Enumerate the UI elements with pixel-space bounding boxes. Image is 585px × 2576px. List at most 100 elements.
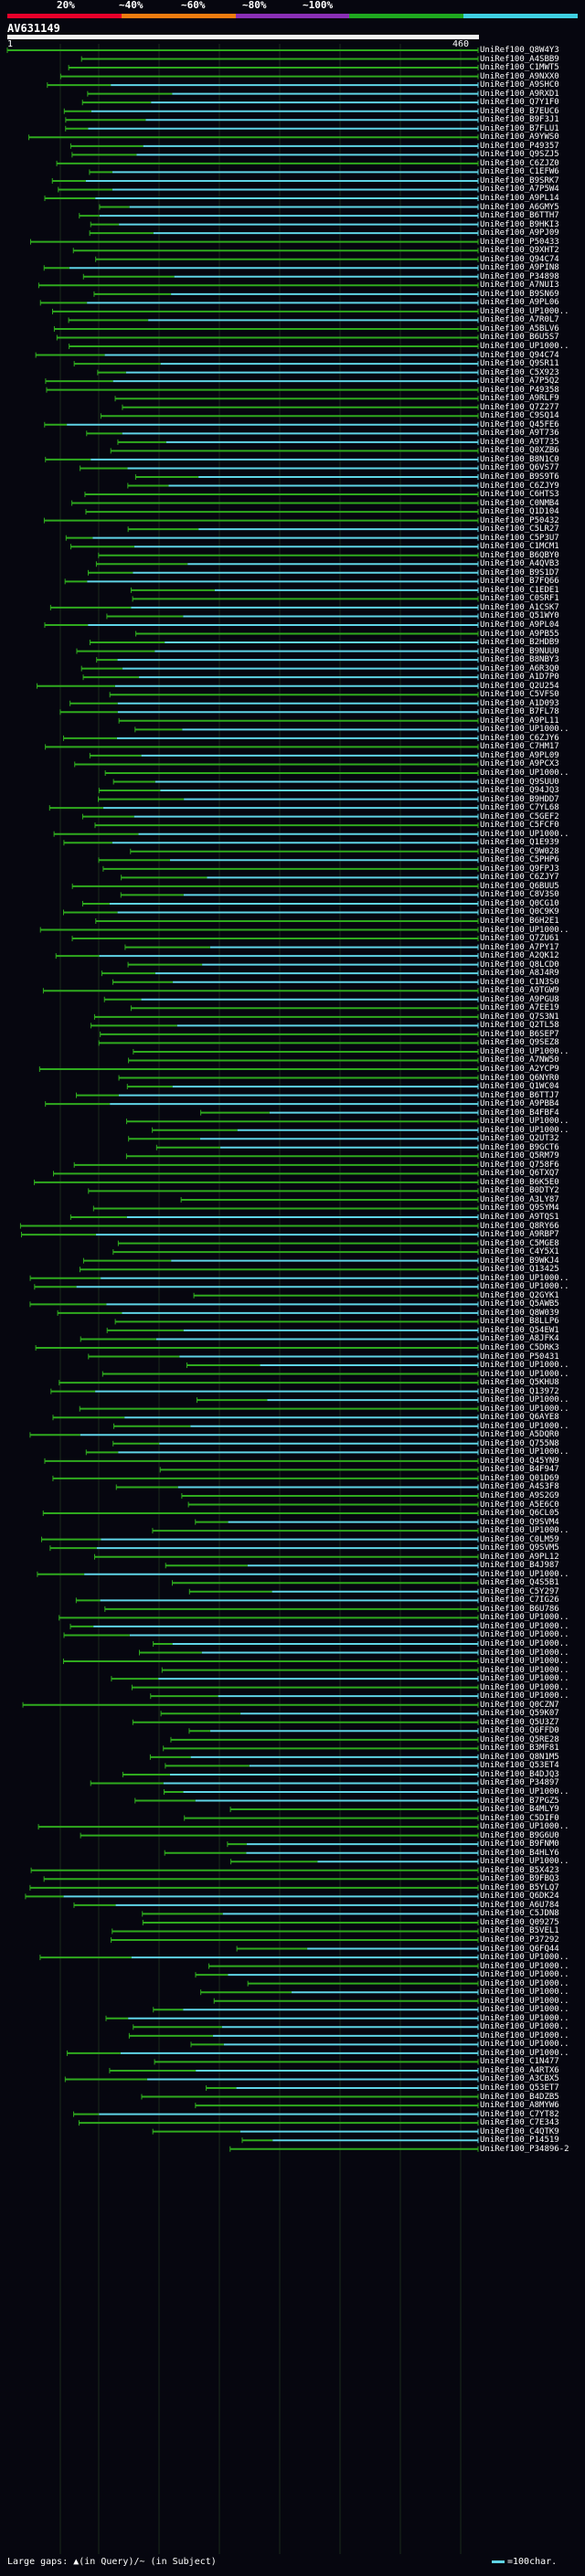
hit-label[interactable]: UniRef100_B9FBQ3 [480, 1874, 559, 1884]
hit-label[interactable]: UniRef100_A8MYW6 [480, 2101, 559, 2111]
hit-label[interactable]: UniRef100_B9HKI3 [480, 219, 559, 229]
hit-label[interactable]: UniRef100_A4SBB9 [480, 54, 559, 64]
hit-label[interactable]: UniRef100_A9SHC0 [480, 80, 559, 90]
hit-label[interactable]: UniRef100_UP1000.. [480, 1395, 569, 1405]
hit-label[interactable]: UniRef100_A9PL04 [480, 620, 559, 630]
hit-label[interactable]: UniRef100_B0DTY2 [480, 1186, 559, 1196]
hit-label[interactable]: UniRef100_C9SQ14 [480, 411, 559, 421]
hit-label[interactable]: UniRef100_A9YWS0 [480, 133, 559, 143]
hit-label[interactable]: UniRef100_A9PIN8 [480, 263, 559, 273]
hit-label[interactable]: UniRef100_P49357 [480, 141, 559, 151]
hit-label[interactable]: UniRef100_B7FQ66 [480, 577, 559, 587]
hit-label[interactable]: UniRef100_Q6NYR0 [480, 1073, 559, 1083]
hit-label[interactable]: UniRef100_B9S9T6 [480, 472, 559, 482]
hit-label[interactable]: UniRef100_C5GEF2 [480, 811, 559, 822]
hit-label[interactable]: UniRef100_C5DIF0 [480, 1813, 559, 1823]
hit-label[interactable]: UniRef100_UP1000.. [480, 1613, 569, 1623]
hit-label[interactable]: UniRef100_B9GCT6 [480, 1142, 559, 1152]
hit-label[interactable]: UniRef100_Q9SVM5 [480, 1543, 559, 1553]
hit-label[interactable]: UniRef100_UP1000.. [480, 1648, 569, 1658]
hit-label[interactable]: UniRef100_Q59K07 [480, 1709, 559, 1719]
hit-label[interactable]: UniRef100_Q5KHU8 [480, 1378, 559, 1388]
hit-label[interactable]: UniRef100_UP1000.. [480, 1630, 569, 1640]
hit-label[interactable]: UniRef100_C5JDN8 [480, 1909, 559, 1919]
hit-label[interactable]: UniRef100_UP1000.. [480, 1621, 569, 1631]
hit-label[interactable]: UniRef100_C6ZJZ0 [480, 158, 559, 168]
hit-label[interactable]: UniRef100_Q9SEZ8 [480, 1038, 559, 1048]
hit-label[interactable]: UniRef100_P37292 [480, 1935, 559, 1945]
hit-label[interactable]: UniRef100_Q2GYK1 [480, 1290, 559, 1300]
hit-label[interactable]: UniRef100_C7E343 [480, 2118, 559, 2128]
hit-label[interactable]: UniRef100_Q7ZU61 [480, 934, 559, 944]
hit-label[interactable]: UniRef100_Q8N1M5 [480, 1752, 559, 1762]
hit-label[interactable]: UniRef100_A9PCX3 [480, 759, 559, 769]
hit-label[interactable]: UniRef100_UP1000.. [480, 2005, 569, 2015]
hit-label[interactable]: UniRef100_C5P3U7 [480, 533, 559, 543]
hit-label[interactable]: UniRef100_UP1000.. [480, 1857, 569, 1867]
hit-label[interactable]: UniRef100_B6U5S7 [480, 333, 559, 343]
hit-label[interactable]: UniRef100_P14519 [480, 2136, 559, 2146]
hit-label[interactable]: UniRef100_B4DZB5 [480, 2092, 559, 2102]
hit-label[interactable]: UniRef100_C1EDE1 [480, 585, 559, 595]
hit-label[interactable]: UniRef100_UP1000.. [480, 1117, 569, 1127]
hit-label[interactable]: UniRef100_B8LLP6 [480, 1317, 559, 1327]
hit-label[interactable]: UniRef100_A8J4R9 [480, 969, 559, 979]
hit-label[interactable]: UniRef100_C4QTK9 [480, 2126, 559, 2136]
hit-label[interactable]: UniRef100_B9S1D7 [480, 567, 559, 578]
hit-label[interactable]: UniRef100_UP1000.. [480, 1125, 569, 1135]
hit-label[interactable]: UniRef100_B9HDD7 [480, 794, 559, 804]
hit-label[interactable]: UniRef100_Q45YN9 [480, 1456, 559, 1466]
hit-label[interactable]: UniRef100_UP1000.. [480, 1447, 569, 1458]
hit-label[interactable]: UniRef100_Q6BUU5 [480, 881, 559, 891]
hit-label[interactable]: UniRef100_B5YLQ7 [480, 1882, 559, 1892]
hit-label[interactable]: UniRef100_Q7Y1F0 [480, 98, 559, 108]
hit-label[interactable]: UniRef100_UP1000.. [480, 768, 569, 778]
hit-label[interactable]: UniRef100_C8V3S0 [480, 890, 559, 900]
hit-label[interactable]: UniRef100_Q7S3N1 [480, 1012, 559, 1022]
hit-label[interactable]: UniRef100_UP1000.. [480, 725, 569, 735]
hit-label[interactable]: UniRef100_UP1000.. [480, 1638, 569, 1648]
hit-label[interactable]: UniRef100_P34898 [480, 271, 559, 281]
hit-label[interactable]: UniRef100_UP1000.. [480, 2040, 569, 2050]
hit-label[interactable]: UniRef100_Q1E939 [480, 838, 559, 848]
hit-label[interactable]: UniRef100_Q53ET7 [480, 2083, 559, 2094]
hit-label[interactable]: UniRef100_Q9SVM4 [480, 1517, 559, 1527]
hit-label[interactable]: UniRef100_B9WKJ4 [480, 1256, 559, 1266]
hit-label[interactable]: UniRef100_C0NMB4 [480, 498, 559, 508]
hit-label[interactable]: UniRef100_Q755N8 [480, 1438, 559, 1448]
hit-label[interactable]: UniRef100_C7HM17 [480, 742, 559, 752]
hit-label[interactable]: UniRef100_Q13972 [480, 1386, 559, 1396]
hit-label[interactable]: UniRef100_P50433 [480, 237, 559, 247]
hit-label[interactable]: UniRef100_UP1000.. [480, 2013, 569, 2023]
hit-label[interactable]: UniRef100_UP1000.. [480, 1682, 569, 1692]
hit-label[interactable]: UniRef100_A9RBP7 [480, 1230, 559, 1240]
hit-label[interactable]: UniRef100_Q8W4Y3 [480, 46, 559, 55]
hit-label[interactable]: UniRef100_UP1000.. [480, 2048, 569, 2058]
hit-label[interactable]: UniRef100_UP1000.. [480, 829, 569, 839]
hit-label[interactable]: UniRef100_C4Y5X1 [480, 1247, 559, 1257]
hit-label[interactable]: UniRef100_Q0C9K9 [480, 907, 559, 917]
hit-label[interactable]: UniRef100_A6R3Q0 [480, 663, 559, 673]
hit-label[interactable]: UniRef100_Q94JQ3 [480, 786, 559, 796]
hit-label[interactable]: UniRef100_A9S2G9 [480, 1490, 559, 1500]
hit-label[interactable]: UniRef100_A7NW50 [480, 1055, 559, 1065]
hit-label[interactable]: UniRef100_B6K5E0 [480, 1177, 559, 1187]
hit-label[interactable]: UniRef100_A9PL09 [480, 750, 559, 760]
hit-label[interactable]: UniRef100_UP1000.. [480, 1822, 569, 1832]
hit-label[interactable]: UniRef100_Q9SR11 [480, 359, 559, 369]
hit-label[interactable]: UniRef100_Q4S5B1 [480, 1578, 559, 1588]
hit-label[interactable]: UniRef100_Q2U254 [480, 681, 559, 691]
hit-label[interactable]: UniRef100_B8N1C0 [480, 454, 559, 464]
hit-label[interactable]: UniRef100_Q9FPJ3 [480, 864, 559, 874]
hit-label[interactable]: UniRef100_UP1000.. [480, 1787, 569, 1797]
hit-label[interactable]: UniRef100_A8JFK4 [480, 1334, 559, 1344]
hit-label[interactable]: UniRef100_P34897 [480, 1778, 559, 1788]
hit-label[interactable]: UniRef100_C5X923 [480, 367, 559, 377]
hit-label[interactable]: UniRef100_A9PBB4 [480, 1099, 559, 1109]
hit-label[interactable]: UniRef100_A9TQS1 [480, 1213, 559, 1223]
hit-label[interactable]: UniRef100_A9T735 [480, 437, 559, 447]
hit-label[interactable]: UniRef100_UP1000.. [480, 1369, 569, 1379]
hit-label[interactable]: UniRef100_B9F3J1 [480, 115, 559, 125]
hit-label[interactable]: UniRef100_B9G6U0 [480, 1830, 559, 1840]
hit-label[interactable]: UniRef100_A7P5Q2 [480, 376, 559, 387]
